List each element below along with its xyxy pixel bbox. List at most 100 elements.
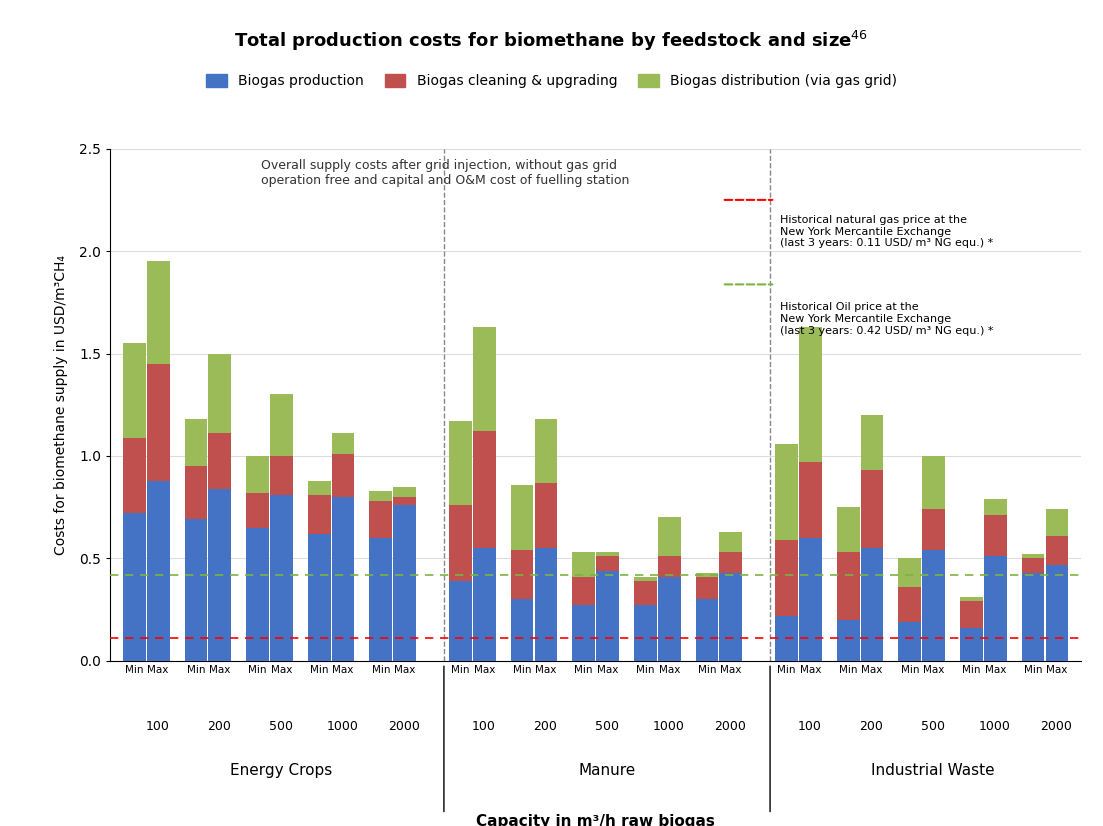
Bar xyxy=(837,553,859,620)
Bar xyxy=(719,532,742,553)
Bar xyxy=(922,550,945,661)
Bar xyxy=(308,495,331,534)
Bar xyxy=(960,628,983,661)
Bar xyxy=(184,520,207,661)
Text: 2000: 2000 xyxy=(715,719,747,733)
Text: 2000: 2000 xyxy=(388,719,420,733)
Bar xyxy=(860,415,884,470)
Bar xyxy=(208,489,232,661)
Bar xyxy=(332,497,354,661)
Bar xyxy=(922,456,945,509)
Bar xyxy=(984,499,1007,515)
Text: 200: 200 xyxy=(207,719,232,733)
Text: 500: 500 xyxy=(269,719,293,733)
Bar xyxy=(657,517,681,557)
Bar xyxy=(634,581,656,605)
Bar xyxy=(899,558,921,587)
Bar xyxy=(696,600,718,661)
Bar xyxy=(775,540,797,615)
Bar xyxy=(775,615,797,661)
Bar xyxy=(597,571,619,661)
Bar xyxy=(984,515,1007,557)
Text: 1000: 1000 xyxy=(653,719,685,733)
Bar xyxy=(572,577,595,605)
Bar xyxy=(473,431,495,548)
Text: Historical natural gas price at the
New York Mercantile Exchange
(last 3 years: : Historical natural gas price at the New … xyxy=(780,216,994,249)
Bar xyxy=(572,605,595,661)
Bar xyxy=(246,493,269,528)
Text: 200: 200 xyxy=(859,719,884,733)
Text: 100: 100 xyxy=(797,719,822,733)
Bar xyxy=(922,509,945,550)
Bar xyxy=(960,597,983,601)
Bar xyxy=(1046,536,1069,564)
Bar xyxy=(899,622,921,661)
Bar xyxy=(308,481,331,495)
Bar xyxy=(572,553,595,577)
Bar xyxy=(597,557,619,571)
Bar xyxy=(473,548,495,661)
Bar xyxy=(837,620,859,661)
Bar xyxy=(799,462,822,538)
Bar xyxy=(1046,509,1069,536)
Text: Industrial Waste: Industrial Waste xyxy=(871,763,995,778)
Bar xyxy=(370,491,393,501)
Text: Energy Crops: Energy Crops xyxy=(229,763,332,778)
Bar xyxy=(1021,558,1045,572)
Bar xyxy=(597,553,619,557)
Bar xyxy=(1046,564,1069,661)
Bar xyxy=(535,548,557,661)
Bar xyxy=(511,550,534,600)
Bar xyxy=(775,444,797,540)
Bar xyxy=(899,587,921,622)
Bar xyxy=(449,421,472,506)
Bar xyxy=(370,538,393,661)
Bar xyxy=(696,572,718,577)
Bar xyxy=(147,481,170,661)
Text: 2000: 2000 xyxy=(1040,719,1072,733)
Bar xyxy=(535,482,557,548)
Bar xyxy=(122,438,146,513)
Bar xyxy=(184,466,207,520)
Bar xyxy=(270,395,292,456)
Bar xyxy=(184,419,207,466)
Text: 100: 100 xyxy=(472,719,495,733)
Bar xyxy=(246,528,269,661)
Bar xyxy=(270,456,292,495)
Bar xyxy=(1021,554,1045,558)
Bar xyxy=(332,434,354,454)
Text: Manure: Manure xyxy=(578,763,635,778)
Bar xyxy=(657,577,681,661)
Text: 500: 500 xyxy=(595,719,619,733)
Text: Capacity in m³/h raw biogas: Capacity in m³/h raw biogas xyxy=(476,814,715,826)
Bar xyxy=(449,506,472,581)
Bar xyxy=(837,507,859,553)
Bar xyxy=(473,327,495,431)
Bar xyxy=(799,538,822,661)
Text: 500: 500 xyxy=(921,719,945,733)
Bar xyxy=(208,434,232,489)
Text: 1000: 1000 xyxy=(326,719,358,733)
Bar xyxy=(960,601,983,628)
Bar xyxy=(634,577,656,581)
Bar xyxy=(984,557,1007,661)
Bar xyxy=(122,513,146,661)
Bar xyxy=(511,600,534,661)
Bar xyxy=(394,506,416,661)
Bar xyxy=(449,581,472,661)
Bar xyxy=(394,487,416,497)
Bar xyxy=(147,363,170,481)
Text: Historical Oil price at the
New York Mercantile Exchange
(last 3 years: 0.42 USD: Historical Oil price at the New York Mer… xyxy=(780,302,994,335)
Bar xyxy=(860,548,884,661)
Bar xyxy=(308,534,331,661)
Bar xyxy=(147,261,170,363)
Bar xyxy=(270,495,292,661)
Bar xyxy=(1021,572,1045,661)
Bar xyxy=(696,577,718,600)
Bar xyxy=(634,605,656,661)
Text: 1000: 1000 xyxy=(978,719,1010,733)
Legend: Biogas production, Biogas cleaning & upgrading, Biogas distribution (via gas gri: Biogas production, Biogas cleaning & upg… xyxy=(201,69,902,94)
Text: 100: 100 xyxy=(146,719,170,733)
Bar xyxy=(511,485,534,550)
Text: Overall supply costs after grid injection, without gas grid
operation free and c: Overall supply costs after grid injectio… xyxy=(260,159,629,187)
